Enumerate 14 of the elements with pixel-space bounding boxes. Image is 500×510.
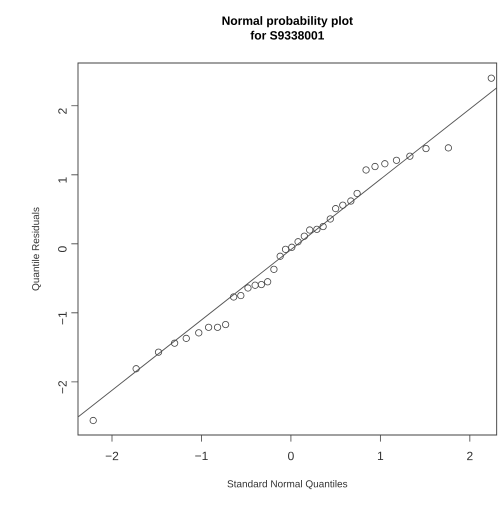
x-tick-label: −2 — [106, 452, 118, 460]
x-tick-label: −1 — [195, 452, 208, 460]
chart-title: Normal probability plot — [222, 16, 353, 28]
y-axis-title: Quantile Residuals — [32, 207, 41, 290]
x-tick-label: 0 — [288, 452, 294, 460]
y-tick-label: 1 — [58, 177, 67, 183]
y-tick-label: 0 — [58, 246, 67, 252]
y-tick-label: −2 — [58, 380, 67, 394]
y-tick-label: 2 — [58, 108, 67, 114]
x-tick-label: 1 — [378, 452, 384, 460]
x-axis-title: Standard Normal Quantiles — [227, 480, 348, 490]
y-tick-label: −1 — [58, 312, 67, 324]
x-tick-label: 2 — [467, 452, 473, 460]
chart-subtitle: for S9338001 — [250, 30, 324, 40]
